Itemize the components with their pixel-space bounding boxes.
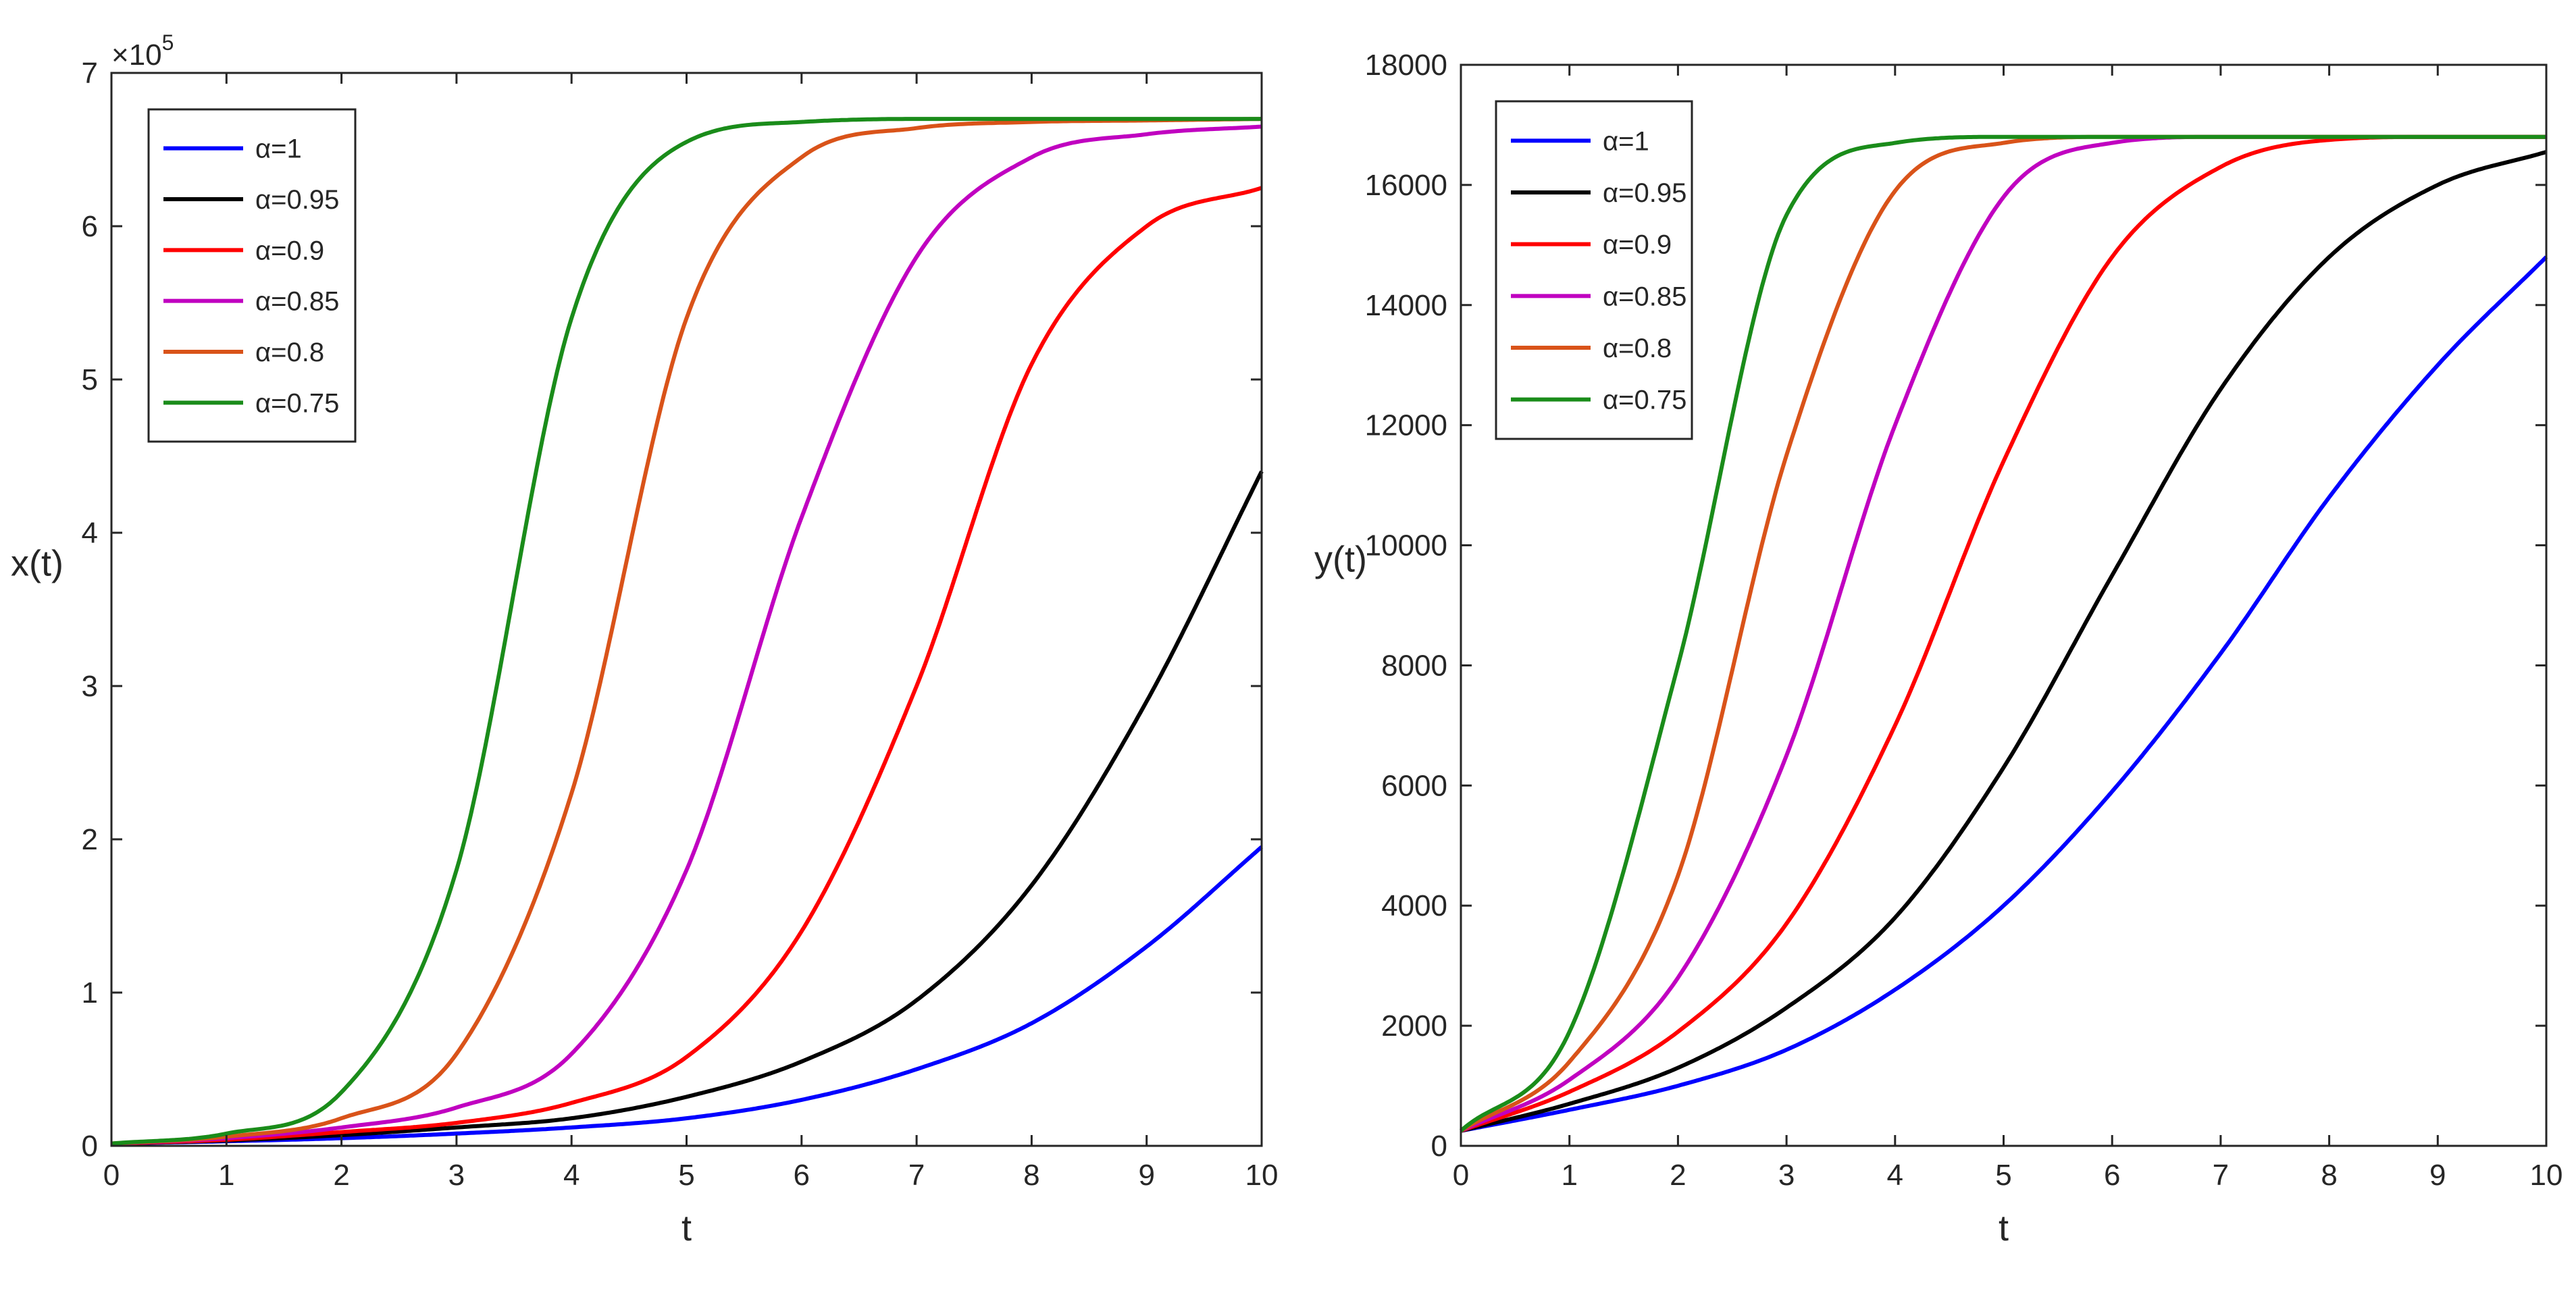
x-tick-label: 0 (103, 1159, 120, 1192)
legend-label-5: α=0.8 (1603, 334, 1672, 363)
x-tick-label: 6 (2104, 1159, 2120, 1192)
series-line-2 (1460, 150, 2547, 1133)
x-tick-label: 9 (1138, 1159, 1154, 1192)
series-line-4 (111, 124, 1262, 1146)
x-tick-label: 3 (1778, 1159, 1795, 1192)
y-tick-label: 6000 (1381, 769, 1447, 802)
y-tick-label: 2000 (1381, 1009, 1447, 1043)
x-tick-label: 0 (1453, 1159, 1469, 1192)
x-tick-label: 7 (908, 1159, 925, 1192)
series-line-6 (1459, 134, 2546, 1133)
x-tick-label: 5 (678, 1159, 694, 1192)
legend-label-3: α=0.9 (255, 236, 324, 265)
chart-left: 0 1 2 3 4 5 6 7 8 9 1001234567×105tx(t)α=1α=0.95α=… (11, 30, 1278, 1248)
x-tick-label: 7 (2213, 1159, 2229, 1192)
y-tick-label: 16000 (1365, 169, 1447, 202)
legend-label-3: α=0.9 (1603, 230, 1672, 260)
x-tick-label: 2 (1670, 1159, 1686, 1192)
chart-right: 0 1 2 3 4 5 6 7 8 9 10 0 2000 4000 6000 8000 10000 12000 1… (1314, 49, 2562, 1248)
y-tick-label: 4 (82, 517, 98, 550)
legend-label-2: α=0.95 (1603, 178, 1686, 208)
y-exponent-power: 5 (162, 30, 174, 55)
legend-label-6: α=0.75 (255, 388, 339, 418)
x-tick-label: 10 (1245, 1159, 1279, 1192)
legend-box (1495, 100, 1693, 440)
x-tick-label: 8 (1023, 1159, 1039, 1192)
x-tick-label: 5 (1995, 1159, 2011, 1192)
y-tick-label: 3 (82, 670, 98, 703)
x-tick-label: 4 (563, 1159, 579, 1192)
y-exponent-label: ×105 (111, 30, 174, 72)
x-axis-label: t (681, 1208, 692, 1248)
y-tick-label: 4000 (1381, 889, 1447, 922)
y-tick-label: 14000 (1365, 289, 1447, 322)
series-line-6 (111, 117, 1262, 1146)
series-line-1 (1460, 255, 2548, 1133)
y-tick-label: 2 (82, 823, 98, 856)
legend-label-1: α=1 (255, 134, 302, 164)
legend-label-4: α=0.85 (255, 287, 339, 317)
x-axis-label: t (1999, 1208, 2009, 1248)
y-axis-label: x(t) (11, 544, 63, 584)
series-line-1 (111, 845, 1263, 1146)
x-tick-label: 2 (333, 1159, 349, 1192)
y-tick-label: 18000 (1365, 49, 1447, 82)
x-tick-label: 1 (218, 1159, 234, 1192)
legend-label-4: α=0.85 (1603, 282, 1686, 311)
y-tick-label: 10000 (1365, 529, 1447, 562)
x-tick-label: 6 (794, 1159, 810, 1192)
y-exponent-multiplier: ×10 (111, 38, 162, 72)
legend-label-1: α=1 (1603, 126, 1649, 156)
x-tick-label: 8 (2321, 1159, 2337, 1192)
y-tick-label: 5 (82, 363, 98, 396)
y-tick-label: 6 (82, 210, 98, 243)
y-tick-label: 0 (82, 1130, 98, 1163)
y-axis-label: y(t) (1314, 540, 1367, 580)
legend-box (147, 108, 357, 443)
x-tick-label: 9 (2429, 1159, 2446, 1192)
legend-label-2: α=0.95 (255, 185, 339, 215)
x-tick-label: 3 (448, 1159, 465, 1192)
x-tick-label: 10 (2530, 1159, 2563, 1192)
y-tick-label: 8000 (1381, 649, 1447, 682)
legend-label-6: α=0.75 (1603, 386, 1686, 415)
y-tick-label: 7 (82, 57, 98, 90)
series-line-5 (111, 117, 1262, 1146)
series-line-2 (111, 470, 1264, 1146)
y-tick-label: 0 (1431, 1130, 1447, 1163)
series-line-3 (111, 186, 1262, 1146)
y-tick-label: 1 (82, 976, 98, 1009)
y-tick-label: 12000 (1365, 409, 1447, 442)
x-tick-label: 1 (1561, 1159, 1577, 1192)
x-tick-label: 4 (1887, 1159, 1903, 1192)
legend-label-5: α=0.8 (255, 338, 324, 367)
